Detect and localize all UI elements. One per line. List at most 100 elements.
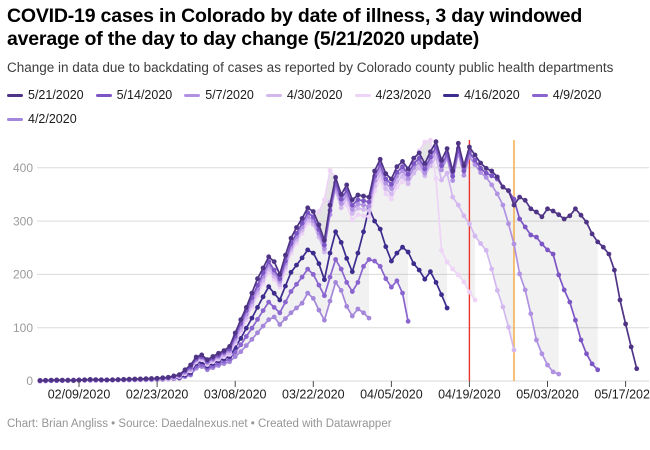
data-point[interactable] — [338, 205, 344, 211]
data-point[interactable] — [489, 266, 495, 272]
data-point[interactable] — [589, 231, 595, 237]
data-point[interactable] — [344, 256, 350, 261]
data-point[interactable] — [506, 188, 511, 194]
data-point[interactable] — [333, 257, 338, 262]
data-point[interactable] — [277, 272, 283, 277]
data-point[interactable] — [322, 237, 327, 243]
data-point[interactable] — [182, 367, 188, 373]
data-point[interactable] — [305, 290, 311, 296]
data-point[interactable] — [54, 377, 60, 383]
data-point[interactable] — [310, 209, 316, 214]
data-point[interactable] — [489, 168, 495, 174]
data-point[interactable] — [294, 305, 299, 311]
data-point[interactable] — [238, 317, 244, 323]
data-point[interactable] — [578, 212, 584, 218]
data-point[interactable] — [249, 325, 255, 331]
data-point[interactable] — [584, 219, 589, 225]
data-point[interactable] — [366, 214, 372, 220]
data-point[interactable] — [299, 255, 305, 261]
data-point[interactable] — [305, 205, 311, 211]
data-point[interactable] — [338, 288, 344, 293]
data-point[interactable] — [405, 249, 411, 255]
data-point[interactable] — [266, 299, 272, 305]
data-point[interactable] — [439, 177, 444, 183]
data-point[interactable] — [623, 321, 628, 327]
data-point[interactable] — [271, 305, 277, 310]
data-point[interactable] — [561, 287, 567, 293]
data-point[interactable] — [472, 157, 478, 163]
data-point[interactable] — [299, 300, 305, 306]
data-point[interactable] — [545, 362, 550, 368]
data-point[interactable] — [322, 246, 327, 252]
data-point[interactable] — [433, 176, 439, 181]
data-point[interactable] — [355, 306, 361, 312]
data-point[interactable] — [450, 178, 456, 184]
data-point[interactable] — [422, 161, 428, 166]
data-point[interactable] — [400, 173, 405, 179]
data-point[interactable] — [377, 156, 383, 162]
data-point[interactable] — [266, 254, 272, 260]
data-point[interactable] — [333, 280, 338, 285]
data-point[interactable] — [355, 212, 361, 218]
data-point[interactable] — [366, 194, 372, 200]
data-point[interactable] — [573, 206, 578, 212]
data-point[interactable] — [372, 258, 377, 264]
data-point[interactable] — [310, 250, 316, 256]
line-chart-plot[interactable]: 0 100 200 300 400 02/09/2020 02/23/2020 03/08/2… — [7, 127, 650, 415]
data-point[interactable] — [383, 191, 389, 197]
data-point[interactable] — [355, 192, 361, 198]
data-point[interactable] — [165, 374, 171, 380]
data-point[interactable] — [366, 199, 372, 205]
data-point[interactable] — [132, 376, 138, 382]
data-point[interactable] — [277, 322, 283, 327]
data-point[interactable] — [361, 310, 366, 316]
data-point[interactable] — [428, 149, 433, 155]
data-point[interactable] — [277, 310, 283, 316]
data-point[interactable] — [143, 376, 149, 382]
data-point[interactable] — [534, 234, 539, 240]
data-point[interactable] — [48, 377, 54, 383]
data-point[interactable] — [455, 140, 461, 146]
data-point[interactable] — [243, 325, 249, 331]
data-point[interactable] — [366, 208, 372, 213]
data-point[interactable] — [344, 182, 350, 188]
data-point[interactable] — [310, 296, 316, 301]
data-point[interactable] — [422, 166, 428, 172]
data-point[interactable] — [612, 267, 617, 273]
data-point[interactable] — [271, 290, 277, 296]
data-point[interactable] — [483, 165, 489, 171]
data-point[interactable] — [383, 276, 389, 282]
data-point[interactable] — [478, 241, 483, 246]
data-point[interactable] — [322, 293, 327, 299]
data-point[interactable] — [338, 240, 344, 245]
data-point[interactable] — [500, 304, 506, 310]
data-point[interactable] — [361, 229, 366, 235]
data-point[interactable] — [494, 191, 500, 197]
data-point[interactable] — [383, 244, 389, 250]
data-point[interactable] — [327, 298, 333, 304]
data-point[interactable] — [394, 250, 400, 256]
data-point[interactable] — [511, 347, 517, 353]
data-point[interactable] — [355, 201, 361, 207]
data-point[interactable] — [249, 337, 255, 342]
data-point[interactable] — [361, 264, 366, 269]
data-point[interactable] — [534, 337, 539, 343]
data-point[interactable] — [260, 308, 266, 313]
data-point[interactable] — [322, 317, 327, 323]
data-point[interactable] — [322, 242, 327, 248]
data-point[interactable] — [416, 150, 422, 156]
data-point[interactable] — [550, 251, 556, 257]
data-point[interactable] — [377, 226, 383, 232]
data-point[interactable] — [461, 213, 467, 219]
data-point[interactable] — [389, 284, 394, 290]
data-point[interactable] — [216, 350, 221, 356]
data-point[interactable] — [299, 274, 305, 280]
data-point[interactable] — [528, 311, 534, 317]
data-point[interactable] — [260, 323, 266, 329]
data-point[interactable] — [232, 330, 238, 336]
data-point[interactable] — [361, 198, 366, 204]
data-point[interactable] — [299, 216, 305, 221]
data-point[interactable] — [428, 269, 433, 275]
data-point[interactable] — [556, 212, 562, 218]
data-point[interactable] — [578, 337, 584, 343]
